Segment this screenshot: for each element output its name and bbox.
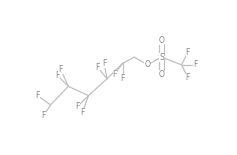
Text: F: F xyxy=(59,65,63,74)
Text: F: F xyxy=(96,63,100,72)
Text: F: F xyxy=(186,73,190,82)
Text: F: F xyxy=(55,71,60,80)
Text: F: F xyxy=(76,102,80,111)
Text: O: O xyxy=(159,70,164,79)
Text: S: S xyxy=(159,53,164,62)
Text: F: F xyxy=(80,108,85,117)
Text: F: F xyxy=(186,48,190,57)
Text: F: F xyxy=(113,70,117,79)
Text: F: F xyxy=(102,59,106,68)
Text: F: F xyxy=(193,60,198,69)
Text: O: O xyxy=(159,36,164,45)
Text: F: F xyxy=(120,74,125,83)
Text: F: F xyxy=(35,91,40,100)
Text: O: O xyxy=(145,60,150,69)
Text: F: F xyxy=(41,111,46,120)
